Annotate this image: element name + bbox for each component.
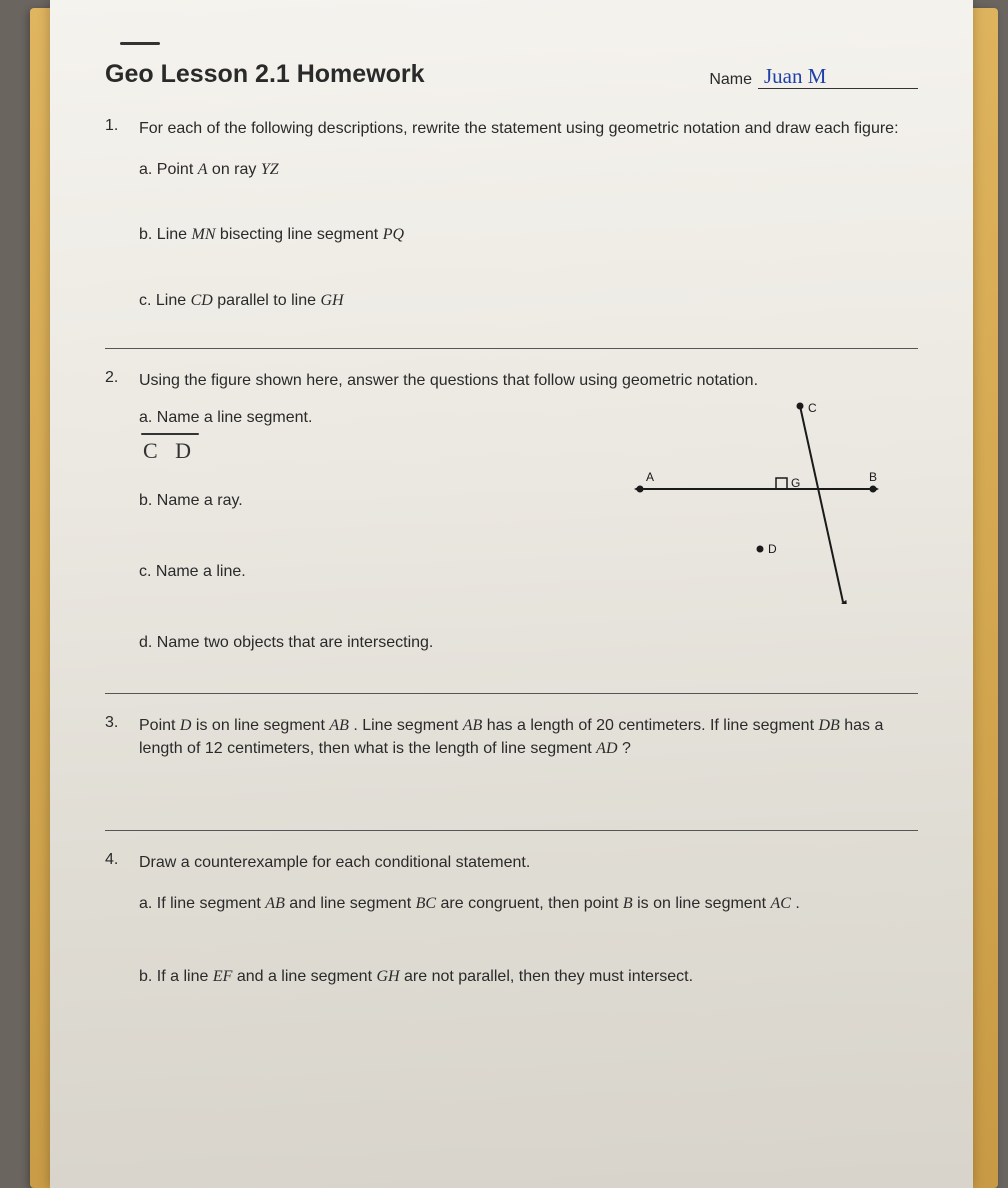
svg-text:C: C [808,401,817,415]
problem-number: 1. [105,117,139,338]
var: AB [463,717,483,734]
margin-tick-mark [120,42,160,45]
name-field: Name Juan M [709,66,918,89]
problem-2c: c. Name a line. [139,560,598,583]
text: . [791,895,800,912]
var: YZ [261,161,279,178]
divider [105,348,918,349]
text: c. Line [139,292,191,309]
problem-2-figure-container: A B C D G [618,392,918,683]
problem-2-prompt: Using the figure shown here, answer the … [139,369,918,392]
text: on ray [207,161,260,178]
problem-4-prompt: Draw a counterexample for each condition… [139,851,918,874]
text: ? [618,740,631,757]
problem-1c: c. Line CD parallel to line GH [139,289,918,312]
var: AD [596,740,617,757]
svg-text:A: A [646,470,654,484]
var: CD [191,292,213,309]
problem-body: Point D is on line segment AB . Line seg… [139,714,918,760]
student-answer-2a: C D [143,435,197,467]
name-label: Name [709,71,752,89]
problem-body: For each of the following descriptions, … [139,117,918,338]
text: and line segment [285,895,416,912]
segment-overline [141,433,199,435]
worksheet-paper: Geo Lesson 2.1 Homework Name Juan M 1. F… [50,0,973,1188]
text: a. Point [139,161,198,178]
text: parallel to line [213,292,321,309]
problem-3: 3. Point D is on line segment AB . Line … [105,714,918,760]
var: BC [416,895,436,912]
geometry-figure: A B C D G [618,394,908,604]
text: bisecting line segment [215,226,382,243]
svg-text:G: G [791,476,800,490]
student-name: Juan M [758,66,918,89]
problem-1-prompt: For each of the following descriptions, … [139,117,918,140]
text: a. If line segment [139,895,265,912]
problem-2d: d. Name two objects that are intersectin… [139,631,598,654]
var: AB [329,717,349,734]
text: Point [139,717,180,734]
worksheet-title: Geo Lesson 2.1 Homework [105,60,425,89]
header-row: Geo Lesson 2.1 Homework Name Juan M [105,60,918,89]
problem-4a: a. If line segment AB and line segment B… [139,892,918,915]
var: AC [770,895,790,912]
text: b. Line [139,226,191,243]
var: B [623,895,633,912]
var: PQ [383,226,404,243]
text: is on line segment [191,717,329,734]
problem-1a: a. Point A on ray YZ [139,158,918,181]
text: is on line segment [633,895,771,912]
text: . Line segment [349,717,463,734]
problem-1: 1. For each of the following description… [105,117,918,338]
divider [105,693,918,694]
problem-body: Using the figure shown here, answer the … [139,369,918,683]
problem-1b: b. Line MN bisecting line segment PQ [139,223,918,246]
svg-text:B: B [869,470,877,484]
problem-number: 2. [105,369,139,683]
divider [105,830,918,831]
var: GH [320,292,343,309]
problem-body: Draw a counterexample for each condition… [139,851,918,1039]
problem-2b: b. Name a ray. [139,489,598,512]
text: and a line segment [232,968,376,985]
problem-number: 4. [105,851,139,1039]
var: D [180,717,192,734]
svg-text:D: D [768,542,777,556]
problem-2: 2. Using the figure shown here, answer t… [105,369,918,683]
problem-4: 4. Draw a counterexample for each condit… [105,851,918,1039]
problem-2-questions: a. Name a line segment. C D b. Name a ra… [139,392,598,683]
text: are not parallel, then they must interse… [400,968,693,985]
var: MN [191,226,215,243]
var: EF [213,968,233,985]
problem-2a: a. Name a line segment. [139,406,598,429]
problem-number: 3. [105,714,139,760]
text: are congruent, then point [436,895,623,912]
answer-text: C D [143,438,197,463]
text: b. If a line [139,968,213,985]
var: DB [818,717,839,734]
var: AB [265,895,285,912]
problem-4b: b. If a line EF and a line segment GH ar… [139,965,918,988]
text: has a length of 20 centimeters. If line … [482,717,818,734]
var: GH [376,968,399,985]
